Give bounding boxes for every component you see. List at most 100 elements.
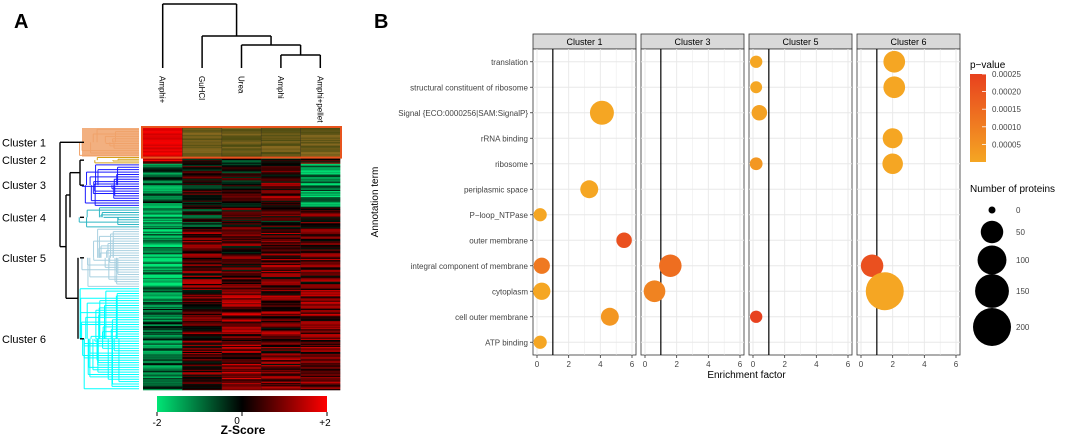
heatmap-cell <box>143 382 183 385</box>
heatmap-cell <box>143 295 183 298</box>
heatmap-cell <box>143 264 183 267</box>
heatmap-cell <box>221 370 262 373</box>
heatmap-cell <box>182 364 223 367</box>
heatmap-cell <box>182 299 223 301</box>
data-point <box>883 50 906 73</box>
heatmap-cell <box>261 297 301 299</box>
heatmap-cell <box>143 289 183 292</box>
heatmap-cell <box>300 282 341 285</box>
heatmap-cell <box>300 264 341 267</box>
heatmap-cell <box>221 142 262 144</box>
heatmap-cell <box>300 200 341 203</box>
heatmap-cell <box>300 338 341 341</box>
heatmap-cell <box>221 139 262 142</box>
heatmap-cell <box>261 163 301 166</box>
heatmap-cell <box>221 329 262 331</box>
heatmap-cell <box>221 307 262 310</box>
heatmap-cell <box>261 274 301 276</box>
heatmap-cell <box>182 375 223 378</box>
heatmap-cell <box>182 318 223 321</box>
heatmap-cell <box>261 251 301 254</box>
data-point <box>865 272 904 311</box>
heatmap-cell <box>221 188 262 191</box>
heatmap-cell <box>221 345 262 348</box>
heatmap-cell <box>221 168 262 170</box>
heatmap-cell <box>261 337 301 340</box>
heatmap-cell <box>261 359 301 361</box>
heatmap-cell <box>300 300 341 303</box>
heatmap-cell <box>300 328 341 330</box>
heatmap-cell <box>182 194 223 197</box>
heatmap-cell <box>300 144 341 147</box>
heatmap-cell <box>143 300 183 303</box>
heatmap-cell <box>261 272 301 274</box>
heatmap-cell <box>300 201 341 204</box>
heatmap-cell <box>143 325 183 328</box>
x-tick-label: 4 <box>814 360 819 369</box>
term-label: integral component of membrane <box>411 262 529 271</box>
heatmap-cell <box>182 356 223 359</box>
heatmap-cell <box>143 262 183 265</box>
heatmap-cell <box>221 316 262 318</box>
heatmap-cell <box>221 232 262 235</box>
heatmap-cell <box>300 217 341 219</box>
heatmap-cell <box>300 224 341 226</box>
heatmap-cell <box>221 180 262 182</box>
heatmap-cell <box>182 293 223 296</box>
heatmap-cell <box>182 243 223 246</box>
heatmap-cell <box>182 207 223 210</box>
cluster-label: Cluster 4 <box>2 212 46 224</box>
x-tick-label: 4 <box>598 360 603 369</box>
heatmap-cell <box>261 376 301 379</box>
heatmap-cell <box>300 133 341 136</box>
heatmap-cell <box>182 226 223 229</box>
heatmap-cell <box>261 187 301 190</box>
heatmap-cell <box>221 137 262 140</box>
heatmap-cell <box>221 242 262 244</box>
x-tick-label: 6 <box>630 360 635 369</box>
heatmap-cell <box>182 260 223 262</box>
heatmap-cell <box>300 179 341 181</box>
heatmap-cell <box>300 230 341 232</box>
pvalue-label: 0.00025 <box>992 70 1021 79</box>
heatmap-cell <box>182 344 223 347</box>
size-legend-label: 200 <box>1016 323 1030 332</box>
heatmap-cell <box>221 194 262 197</box>
heatmap-cell <box>261 217 301 219</box>
heatmap-cell <box>182 232 223 235</box>
heatmap-cell <box>143 372 183 374</box>
heatmap-cell <box>182 142 223 144</box>
heatmap-cell <box>261 385 301 387</box>
heatmap-cell <box>143 305 183 307</box>
heatmap-cell <box>221 341 262 343</box>
pvalue-colorbar <box>970 74 986 162</box>
heatmap-cell <box>182 284 223 286</box>
heatmap-cell <box>300 309 341 311</box>
heatmap-cell <box>182 359 223 361</box>
heatmap-cell <box>182 244 223 247</box>
heatmap-cell <box>261 343 301 346</box>
heatmap-cell <box>261 309 301 311</box>
heatmap-cell <box>143 185 183 187</box>
heatmap-cell <box>143 269 183 272</box>
heatmap-cell <box>261 226 301 229</box>
heatmap-cell <box>300 317 341 319</box>
heatmap-cell <box>143 339 183 342</box>
heatmap-cell <box>221 231 262 234</box>
heatmap-cell <box>261 303 301 305</box>
heatmap-cell <box>300 382 341 385</box>
heatmap-cell <box>300 182 341 185</box>
heatmap-cell <box>300 288 341 291</box>
heatmap-cell <box>261 241 301 243</box>
heatmap-cell <box>261 281 301 284</box>
heatmap-cell <box>300 388 341 391</box>
heatmap-cell <box>182 216 223 218</box>
heatmap-cell <box>143 279 183 281</box>
heatmap-cell <box>261 197 301 199</box>
heatmap-cell <box>182 381 223 384</box>
cluster-label: Cluster 5 <box>2 253 46 265</box>
heatmap-cell <box>182 385 223 387</box>
heatmap-cell <box>300 229 341 231</box>
heatmap-cell <box>261 323 301 325</box>
heatmap-cell <box>300 251 341 254</box>
